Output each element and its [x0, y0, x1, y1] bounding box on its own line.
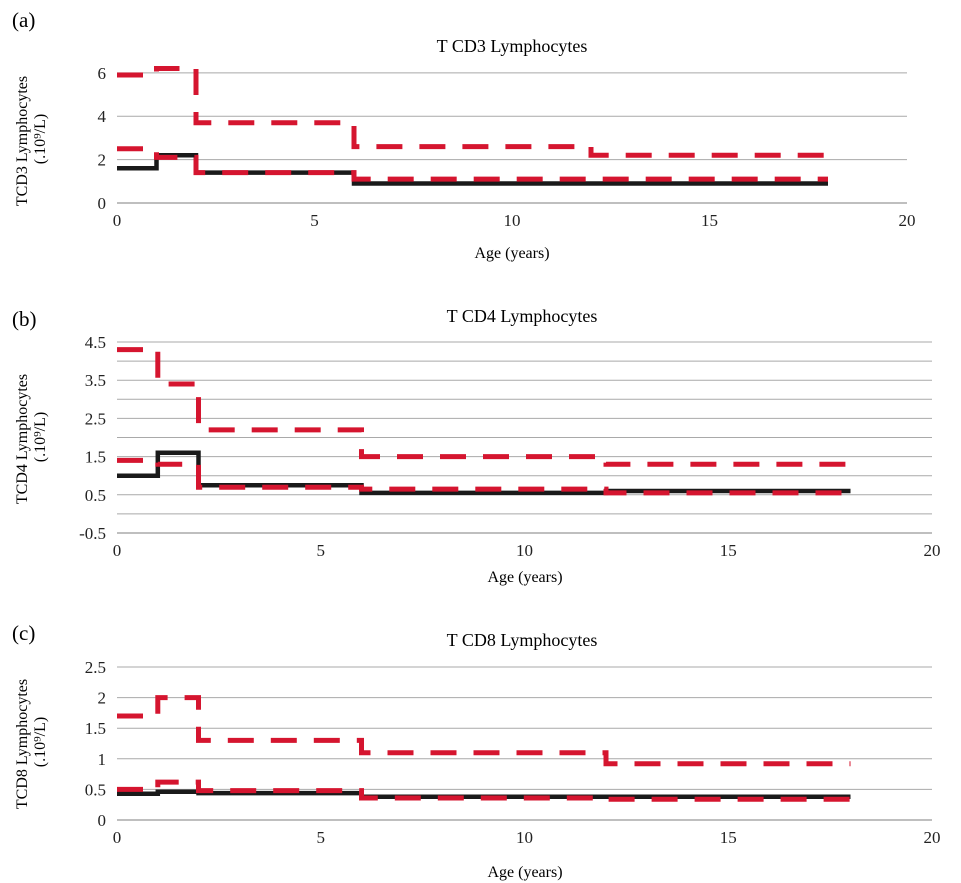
x-tick-label-c-1: 5	[317, 828, 326, 847]
chart-panel-c: (c) T CD8 Lymphocytes TCD8 Lymphocytes (…	[12, 621, 941, 881]
series-line-c-1	[117, 695, 851, 767]
chart-title-c: T CD8 Lymphocytes	[447, 630, 598, 650]
y-axis-title-line2-b: (.10⁹/L)	[32, 412, 49, 462]
y-tick-label-c-5: 2.5	[85, 658, 106, 677]
plot-area-a: 0 2 4 6 0 5 10 15 20	[98, 64, 916, 230]
panel-label-c: (c)	[12, 621, 35, 645]
y-axis-title-line2-a: (.10⁹/L)	[32, 114, 49, 164]
series-line-a-1	[117, 66, 828, 158]
x-axis-title-c: Age (years)	[487, 864, 562, 881]
series-line-a-2	[117, 146, 828, 182]
y-tick-label-a-2: 4	[98, 107, 107, 126]
x-tick-label-a-0: 0	[113, 211, 122, 230]
chart-title-b: T CD4 Lymphocytes	[447, 306, 598, 326]
y-axis-title-b: TCD4 Lymphocytes (.10⁹/L)	[14, 370, 49, 504]
y-tick-label-b-5: 4.5	[85, 333, 106, 352]
x-tick-label-a-2: 10	[504, 211, 521, 230]
x-tick-label-a-3: 15	[701, 211, 718, 230]
x-tick-label-b-4: 20	[924, 541, 941, 560]
series-line-c-2	[117, 779, 851, 802]
y-axis-title-line1-b: TCD4 Lymphocytes	[14, 374, 31, 504]
plot-area-c: 0 0.5 1 1.5 2 2.5 0 5 10 15 20	[85, 658, 941, 847]
y-tick-label-b-2: 1.5	[85, 448, 106, 467]
chart-panel-b: (b) T CD4 Lymphocytes TCD4 Lymphocytes (…	[12, 306, 941, 586]
y-tick-label-c-1: 0.5	[85, 780, 106, 799]
x-tick-label-b-3: 15	[720, 541, 737, 560]
y-axis-title-line1-a: TCD3 Lymphocytes	[14, 76, 31, 206]
series-line-b-1	[117, 347, 851, 467]
y-axis-title-line1-c: TCD8 Lymphocytes	[14, 679, 31, 809]
y-tick-label-b-4: 3.5	[85, 371, 106, 390]
y-tick-label-b-1: 0.5	[85, 486, 106, 505]
x-tick-label-b-1: 5	[317, 541, 326, 560]
y-axis-title-a: TCD3 Lymphocytes (.10⁹/L)	[14, 72, 49, 206]
x-tick-label-c-2: 10	[516, 828, 533, 847]
y-tick-label-c-2: 1	[98, 750, 107, 769]
series-line-b-2	[117, 457, 851, 496]
x-tick-label-a-1: 5	[310, 211, 319, 230]
y-tick-label-c-0: 0	[98, 811, 107, 830]
y-tick-label-a-1: 2	[98, 151, 107, 170]
x-axis-title-b: Age (years)	[487, 569, 562, 586]
x-tick-label-a-4: 20	[899, 211, 916, 230]
y-tick-label-b-0: -0.5	[79, 524, 106, 543]
y-tick-label-a-0: 0	[98, 194, 107, 213]
y-tick-label-c-4: 2	[98, 689, 107, 708]
x-tick-label-b-2: 10	[516, 541, 533, 560]
y-axis-title-c: TCD8 Lymphocytes (.10⁹/L)	[14, 675, 49, 809]
y-tick-label-c-3: 1.5	[85, 719, 106, 738]
chart-title-a: T CD3 Lymphocytes	[437, 36, 588, 56]
chart-panel-a: (a) T CD3 Lymphocytes TCD3 Lymphocytes (…	[12, 8, 916, 262]
x-tick-label-c-0: 0	[113, 828, 122, 847]
panel-label-b: (b)	[12, 307, 37, 331]
x-tick-label-b-0: 0	[113, 541, 122, 560]
x-axis-title-a: Age (years)	[474, 245, 549, 262]
y-axis-title-line2-c: (.10⁹/L)	[32, 717, 49, 767]
plot-area-b: -0.5 0.5 1.5 2.5 3.5 4.5 0 5 10 15 20	[79, 333, 940, 560]
x-tick-label-c-4: 20	[924, 828, 941, 847]
panel-label-a: (a)	[12, 8, 35, 32]
x-tick-label-c-3: 15	[720, 828, 737, 847]
y-tick-label-b-3: 2.5	[85, 409, 106, 428]
y-tick-label-a-3: 6	[98, 64, 107, 83]
